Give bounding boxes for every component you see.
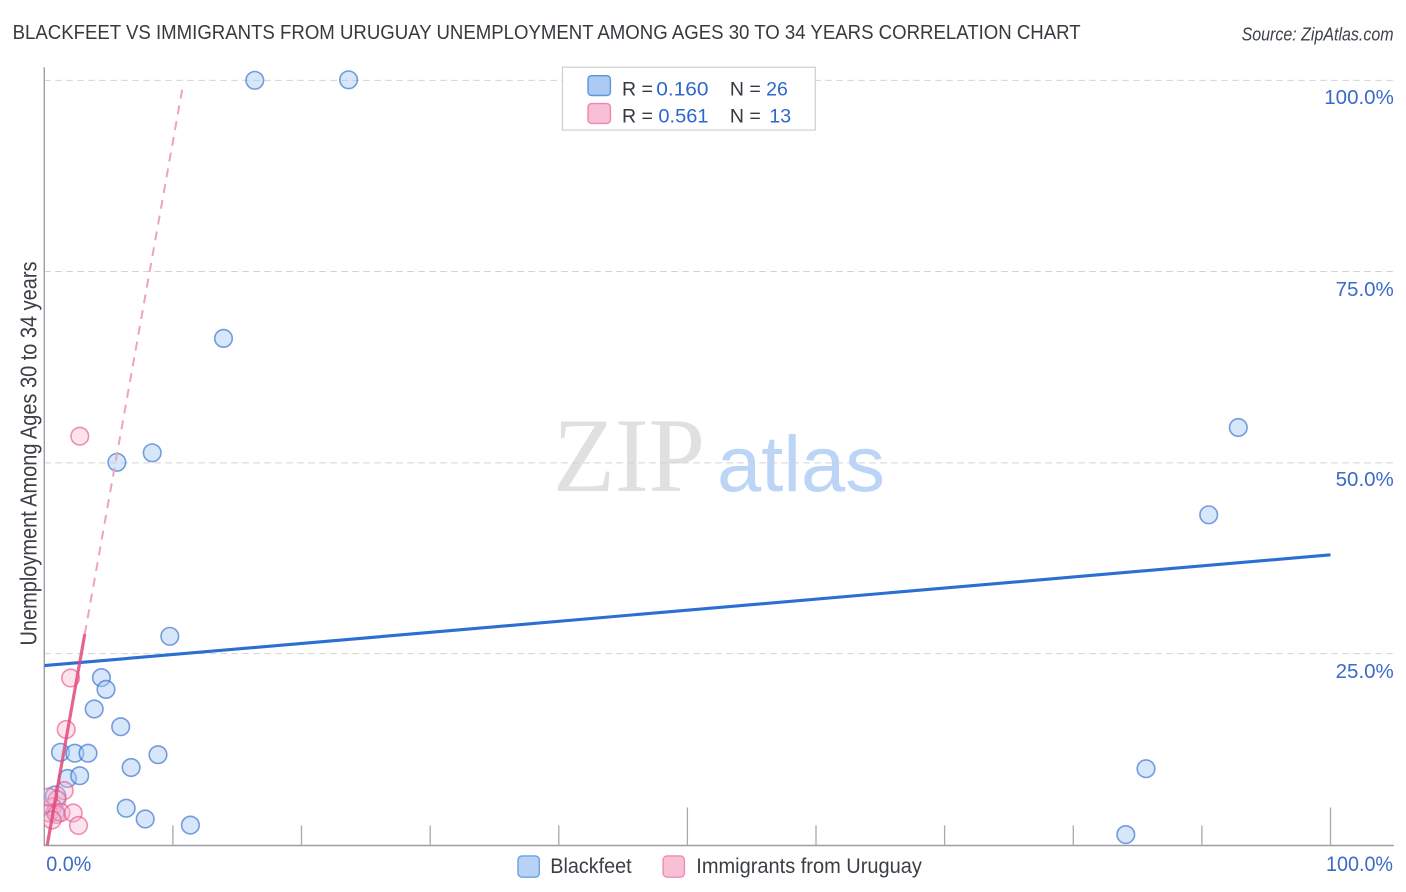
- svg-text:0.160: 0.160: [656, 79, 708, 101]
- svg-text:N =: N =: [730, 106, 761, 128]
- svg-text:13: 13: [769, 106, 791, 128]
- svg-text:R =: R =: [622, 106, 653, 128]
- svg-text:0.561: 0.561: [658, 106, 708, 128]
- svg-text:25.0%: 25.0%: [1336, 660, 1394, 683]
- svg-text:BLACKFEET VS IMMIGRANTS FROM U: BLACKFEET VS IMMIGRANTS FROM URUGUAY UNE…: [13, 21, 1081, 44]
- svg-text:0.0%: 0.0%: [46, 852, 91, 876]
- svg-text:atlas: atlas: [717, 419, 885, 508]
- svg-text:100.0%: 100.0%: [1324, 86, 1394, 109]
- svg-text:N =: N =: [730, 79, 761, 101]
- svg-text:ZIP: ZIP: [553, 397, 705, 514]
- svg-text:R =: R =: [622, 79, 653, 101]
- svg-text:100.0%: 100.0%: [1326, 852, 1393, 876]
- svg-text:Source: ZipAtlas.com: Source: ZipAtlas.com: [1242, 24, 1394, 44]
- svg-text:Unemployment Among Ages 30 to: Unemployment Among Ages 30 to 34 years: [16, 262, 42, 646]
- svg-text:26: 26: [766, 79, 788, 101]
- svg-text:75.0%: 75.0%: [1336, 278, 1394, 301]
- svg-text:Immigrants from Uruguay: Immigrants from Uruguay: [696, 855, 922, 878]
- svg-text:50.0%: 50.0%: [1336, 468, 1394, 491]
- svg-text:Blackfeet: Blackfeet: [550, 855, 631, 878]
